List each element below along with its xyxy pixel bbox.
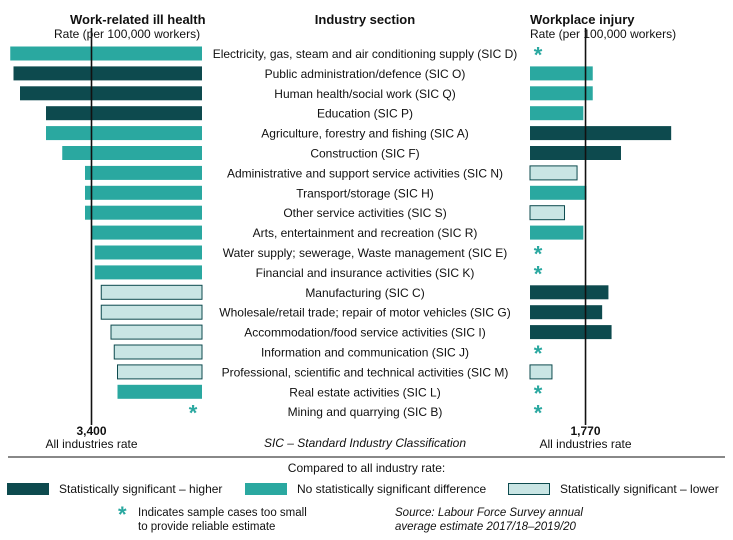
- insufficient-sample-star-icon: *: [534, 341, 543, 366]
- category-label: Arts, entertainment and recreation (SIC …: [253, 226, 478, 240]
- insufficient-sample-star-icon: *: [534, 381, 543, 406]
- category-label: Agriculture, forestry and fishing (SIC A…: [261, 127, 468, 141]
- ill-health-bar: [91, 225, 202, 240]
- insufficient-sample-star-icon: *: [189, 401, 198, 426]
- insufficient-sample-star-icon: *: [534, 43, 543, 68]
- injury-bar: [530, 325, 612, 340]
- injury-bar: [530, 285, 609, 300]
- category-label: Professional, scientific and technical a…: [222, 365, 509, 379]
- injury-bar: [530, 106, 584, 121]
- category-label: Public administration/defence (SIC O): [265, 67, 466, 81]
- ill-health-bar: [46, 106, 202, 121]
- star-note: * Indicates sample cases too small to pr…: [118, 502, 307, 534]
- legend-label-higher: Statistically significant – higher: [59, 482, 223, 496]
- sic-footnote: SIC – Standard Industry Classification: [264, 436, 466, 450]
- left-subtitle: Rate (per 100,000 workers): [54, 27, 200, 41]
- injury-bar: [529, 364, 553, 380]
- category-label: Transport/storage (SIC H): [296, 186, 434, 200]
- right-bars-group: ******: [529, 43, 672, 426]
- injury-bar: [529, 205, 566, 221]
- ill-health-bar: [94, 265, 202, 280]
- category-label: Real estate activities (SIC L): [289, 385, 440, 399]
- ill-health-bar: [13, 66, 202, 81]
- star-symbol-icon: *: [118, 502, 127, 527]
- left-bars-group: *: [10, 46, 203, 426]
- left-reference-label: All industries rate: [45, 437, 137, 451]
- star-note-line2: to provide reliable estimate: [138, 521, 276, 533]
- ill-health-bar: [10, 46, 202, 61]
- injury-bar: [530, 86, 593, 101]
- category-label: Other service activities (SIC S): [283, 206, 446, 220]
- ill-health-bar: [62, 146, 202, 160]
- category-label: Accommodation/food service activities (S…: [244, 326, 485, 340]
- injury-bar: [530, 185, 587, 200]
- ill-health-bar: [100, 284, 203, 300]
- insufficient-sample-star-icon: *: [534, 261, 543, 286]
- category-label: Human health/social work (SIC Q): [274, 87, 455, 101]
- legend-swatch-none: [245, 483, 287, 495]
- injury-bar: [530, 66, 593, 81]
- ill-health-bar: [85, 205, 202, 220]
- legend-title: Compared to all industry rate:: [287, 461, 446, 475]
- category-label: Information and communication (SIC J): [261, 346, 469, 360]
- category-label: Water supply; sewerage, Waste management…: [223, 246, 508, 260]
- category-label: Manufacturing (SIC C): [305, 286, 424, 300]
- legend-item-none: No statistically significant difference: [245, 482, 486, 496]
- ill-health-bar: [46, 126, 202, 141]
- ill-health-bar: [20, 86, 202, 101]
- legend-item-lower: Statistically significant – lower: [508, 482, 719, 496]
- legend-item-higher: Statistically significant – higher: [7, 482, 222, 496]
- legend-label-none: No statistically significant difference: [297, 482, 487, 496]
- category-labels-group: Electricity, gas, steam and air conditio…: [213, 47, 518, 419]
- injury-bar: [529, 165, 578, 181]
- injury-bar: [530, 146, 621, 160]
- legend-swatch-lower: [508, 483, 550, 495]
- ill-health-bar: [94, 245, 202, 260]
- ill-health-bar: [100, 304, 203, 320]
- source-line1: Source: Labour Force Survey annual: [395, 507, 583, 519]
- ill-health-bar: [117, 364, 203, 380]
- category-label: Administrative and support service activ…: [227, 166, 503, 180]
- star-note-line1: Indicates sample cases too small: [138, 507, 307, 519]
- right-subtitle: Rate (per 100,000 workers): [530, 27, 676, 41]
- ill-health-bar: [85, 185, 202, 200]
- legend-swatch-higher: [7, 483, 49, 495]
- left-title: Work-related ill health: [70, 12, 206, 27]
- injury-bar: [530, 305, 603, 320]
- category-label: Mining and quarrying (SIC B): [288, 405, 443, 419]
- right-title: Workplace injury: [530, 12, 635, 27]
- ill-health-bar: [110, 324, 203, 340]
- ill-health-bar: [85, 165, 202, 180]
- category-label: Construction (SIC F): [310, 147, 419, 161]
- right-reference-value: 1,770: [571, 424, 601, 438]
- ill-health-bar: [117, 384, 202, 399]
- injury-bar: [530, 225, 584, 240]
- source-note: Source: Labour Force Survey annual avera…: [395, 506, 583, 534]
- injury-bar: [530, 126, 672, 141]
- category-label: Education (SIC P): [317, 107, 413, 121]
- source-line2: average estimate 2017/18–2019/20: [395, 521, 576, 533]
- ill-health-bar: [113, 344, 203, 360]
- legend-label-lower: Statistically significant – lower: [560, 482, 719, 496]
- insufficient-sample-star-icon: *: [534, 242, 543, 267]
- category-label: Wholesale/retail trade; repair of motor …: [219, 306, 510, 320]
- left-reference-value: 3,400: [76, 424, 106, 438]
- insufficient-sample-star-icon: *: [534, 401, 543, 426]
- category-label: Electricity, gas, steam and air conditio…: [213, 47, 518, 61]
- category-label: Financial and insurance activities (SIC …: [256, 266, 475, 280]
- right-reference-label: All industries rate: [540, 437, 632, 451]
- center-title: Industry section: [315, 12, 415, 27]
